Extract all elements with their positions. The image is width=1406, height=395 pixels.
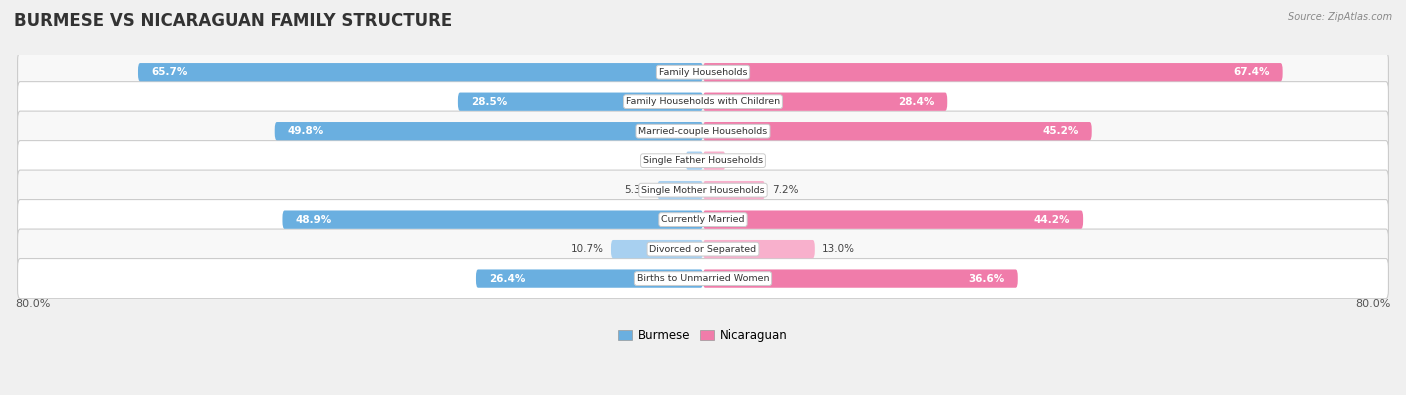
FancyBboxPatch shape (703, 240, 815, 258)
Text: 80.0%: 80.0% (15, 299, 51, 308)
Text: 10.7%: 10.7% (571, 244, 605, 254)
Text: 7.2%: 7.2% (772, 185, 799, 195)
FancyBboxPatch shape (703, 181, 765, 199)
FancyBboxPatch shape (703, 211, 1083, 229)
Text: 2.6%: 2.6% (733, 156, 759, 166)
FancyBboxPatch shape (458, 92, 703, 111)
Text: 5.3%: 5.3% (624, 185, 651, 195)
Text: 80.0%: 80.0% (1355, 299, 1391, 308)
Text: Single Father Households: Single Father Households (643, 156, 763, 165)
Text: Family Households with Children: Family Households with Children (626, 97, 780, 106)
FancyBboxPatch shape (612, 240, 703, 258)
Text: 65.7%: 65.7% (150, 67, 187, 77)
Text: Family Households: Family Households (659, 68, 747, 77)
FancyBboxPatch shape (18, 141, 1388, 181)
Text: 13.0%: 13.0% (821, 244, 855, 254)
FancyBboxPatch shape (18, 170, 1388, 210)
Text: 28.4%: 28.4% (898, 97, 935, 107)
FancyBboxPatch shape (658, 181, 703, 199)
FancyBboxPatch shape (274, 122, 703, 140)
FancyBboxPatch shape (703, 122, 1091, 140)
Text: 67.4%: 67.4% (1233, 67, 1270, 77)
FancyBboxPatch shape (703, 269, 1018, 288)
FancyBboxPatch shape (18, 82, 1388, 122)
FancyBboxPatch shape (18, 259, 1388, 299)
Text: BURMESE VS NICARAGUAN FAMILY STRUCTURE: BURMESE VS NICARAGUAN FAMILY STRUCTURE (14, 12, 453, 30)
Text: 45.2%: 45.2% (1042, 126, 1078, 136)
Text: Source: ZipAtlas.com: Source: ZipAtlas.com (1288, 12, 1392, 22)
FancyBboxPatch shape (18, 199, 1388, 240)
Text: 44.2%: 44.2% (1033, 214, 1070, 225)
FancyBboxPatch shape (18, 229, 1388, 269)
Text: 2.0%: 2.0% (652, 156, 679, 166)
Text: 48.9%: 48.9% (295, 214, 332, 225)
FancyBboxPatch shape (283, 211, 703, 229)
FancyBboxPatch shape (138, 63, 703, 81)
FancyBboxPatch shape (703, 152, 725, 170)
FancyBboxPatch shape (477, 269, 703, 288)
Text: Divorced or Separated: Divorced or Separated (650, 245, 756, 254)
FancyBboxPatch shape (686, 152, 703, 170)
FancyBboxPatch shape (703, 92, 948, 111)
Text: 26.4%: 26.4% (489, 274, 526, 284)
Text: 36.6%: 36.6% (969, 274, 1005, 284)
Text: Births to Unmarried Women: Births to Unmarried Women (637, 274, 769, 283)
Text: Currently Married: Currently Married (661, 215, 745, 224)
Text: Single Mother Households: Single Mother Households (641, 186, 765, 195)
Text: 28.5%: 28.5% (471, 97, 508, 107)
FancyBboxPatch shape (18, 52, 1388, 92)
FancyBboxPatch shape (18, 111, 1388, 151)
Text: 49.8%: 49.8% (288, 126, 323, 136)
Text: Married-couple Households: Married-couple Households (638, 127, 768, 135)
Legend: Burmese, Nicaraguan: Burmese, Nicaraguan (613, 325, 793, 347)
FancyBboxPatch shape (703, 63, 1282, 81)
